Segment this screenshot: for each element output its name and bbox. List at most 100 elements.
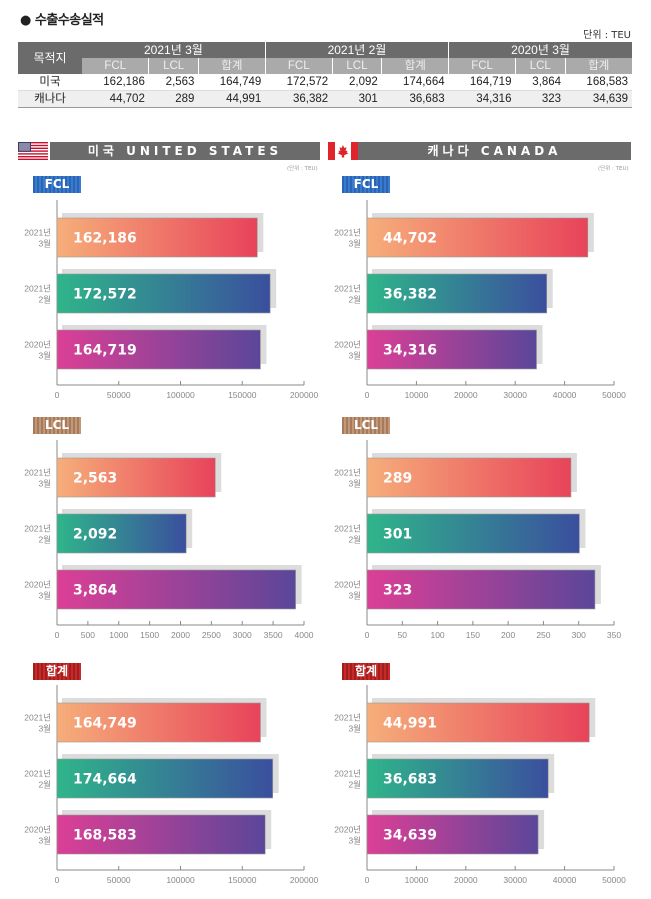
x-tick-label: 150000 — [228, 875, 257, 885]
x-tick-label: 200 — [501, 630, 515, 640]
x-tick-label: 2500 — [202, 630, 221, 640]
sub-header-total: 합계 — [564, 58, 632, 74]
x-tick-label: 10000 — [405, 875, 429, 885]
bar-value-label: 164,749 — [73, 716, 137, 732]
bar-value-label: 164,719 — [73, 343, 137, 359]
chart-svg: 162,1862021년3월172,5722021년2월164,7192020년… — [24, 200, 319, 400]
category-label: 3월 — [348, 351, 361, 361]
cell: 323 — [515, 90, 566, 108]
bar — [366, 758, 549, 799]
total-badge: 합계 — [342, 663, 390, 680]
cell: 34,639 — [565, 90, 632, 108]
bar — [366, 217, 589, 258]
bar-value-label: 3,864 — [73, 583, 118, 599]
x-tick-label: 50000 — [602, 390, 626, 400]
x-tick-label: 150 — [466, 630, 480, 640]
us-lcl-chart: 2,563 2021년 3월 2,092 2021년 2월 3,864 2020년 3월 0 500… — [0, 440, 320, 654]
page-title: ● 수출수송실적 — [20, 13, 104, 28]
category-label: 3월 — [38, 239, 51, 249]
category-label: 2020년 — [24, 340, 51, 350]
category-label: 3월 — [38, 724, 51, 734]
x-tick-label: 500 — [81, 630, 95, 640]
sub-header-fcl: FCL — [264, 58, 333, 74]
canada-fcl-chart: 44,702 2021년 3월 36,382 2021년 2월 34,316 2020년 3월 0… — [310, 200, 630, 414]
category-label: 3월 — [38, 836, 51, 846]
x-tick-label: 150000 — [228, 390, 257, 400]
bar-value-label: 162,186 — [73, 231, 137, 247]
bar — [56, 702, 261, 743]
category-label: 2020년 — [334, 580, 361, 590]
category-label: 2020년 — [24, 825, 51, 835]
bar-value-label: 34,316 — [383, 343, 437, 359]
chart-svg: 44,7022021년3월36,3822021년2월34,3162020년3월0… — [334, 200, 626, 400]
x-tick-label: 50000 — [107, 390, 131, 400]
cell: 301 — [332, 90, 382, 108]
category-label: 2020년 — [24, 580, 51, 590]
x-tick-label: 40000 — [553, 390, 577, 400]
x-tick-label: 1500 — [140, 630, 159, 640]
bar-value-label: 36,382 — [383, 287, 437, 303]
x-tick-label: 200000 — [290, 390, 319, 400]
canada-flag-icon — [328, 142, 358, 160]
x-tick-label: 0 — [365, 875, 370, 885]
x-tick-label: 4000 — [295, 630, 314, 640]
us-flag-icon — [18, 142, 48, 160]
category-label: 3월 — [348, 724, 361, 734]
x-tick-label: 2000 — [171, 630, 190, 640]
x-tick-label: 20000 — [454, 875, 478, 885]
bar-value-label: 174,664 — [73, 772, 137, 788]
bar — [366, 702, 590, 743]
lcl-badge: LCL — [33, 417, 81, 434]
category-label: 3월 — [38, 479, 51, 489]
us-fcl-chart: 162,186 2021년 3월 172,572 2021년 2월 164,719 2020년… — [0, 200, 320, 414]
cell: 3,864 — [515, 74, 566, 91]
bar — [56, 513, 187, 554]
x-tick-label: 100000 — [166, 390, 195, 400]
x-tick-label: 50000 — [602, 875, 626, 885]
x-tick-label: 100000 — [166, 875, 195, 885]
sub-header-lcl: LCL — [331, 58, 382, 74]
canada-lcl-chart: 289 2021년 3월 301 2021년 2월 323 2020년 3월 0 50 100 150 2… — [310, 440, 630, 654]
cell: 34,316 — [448, 90, 516, 108]
category-label: 2021년 — [24, 713, 51, 723]
x-tick-label: 250 — [536, 630, 550, 640]
x-tick-label: 10000 — [405, 390, 429, 400]
bar — [56, 758, 274, 799]
x-tick-label: 0 — [365, 390, 370, 400]
bar-value-label: 172,572 — [73, 287, 137, 303]
bar — [56, 569, 296, 610]
category-label: 2월 — [348, 295, 361, 305]
chart-svg: 44,9912021년3월36,6832021년2월34,6392020년3월0… — [334, 685, 626, 885]
x-tick-label: 40000 — [553, 875, 577, 885]
category-label: 3월 — [348, 836, 361, 846]
sub-header-fcl: FCL — [448, 58, 516, 74]
bar-value-label: 168,583 — [73, 828, 137, 844]
x-tick-label: 200000 — [290, 875, 319, 885]
bar — [56, 814, 266, 855]
category-label: 3월 — [348, 591, 361, 601]
cell: 174,664 — [381, 74, 449, 91]
cell: 162,186 — [82, 74, 149, 91]
canada-unit-label: (단위 : TEU) — [598, 166, 629, 172]
category-label: 2월 — [38, 535, 51, 545]
category-label: 2021년 — [24, 228, 51, 238]
row-name: 미국 — [18, 74, 82, 91]
period-header: 2021년 2월 — [264, 42, 449, 58]
x-tick-label: 30000 — [503, 875, 527, 885]
cell: 44,991 — [198, 90, 266, 108]
category-label: 2021년 — [24, 769, 51, 779]
summary-table: 목적지 2021년 3월 2021년 2월 2020년 3월 FCL LCL 합… — [18, 42, 632, 108]
category-label: 2021년 — [24, 284, 51, 294]
category-label: 2021년 — [334, 228, 361, 238]
bar-value-label: 289 — [383, 471, 412, 487]
sub-header-fcl: FCL — [82, 58, 149, 74]
category-label: 3월 — [348, 239, 361, 249]
bar — [366, 273, 548, 314]
category-label: 3월 — [38, 591, 51, 601]
table-row: 미국 162,186 2,563 164,749 172,572 2,092 1… — [18, 74, 632, 91]
bar-value-label: 36,683 — [383, 772, 437, 788]
category-label: 2020년 — [334, 340, 361, 350]
x-tick-label: 50000 — [107, 875, 131, 885]
bar — [56, 457, 216, 498]
